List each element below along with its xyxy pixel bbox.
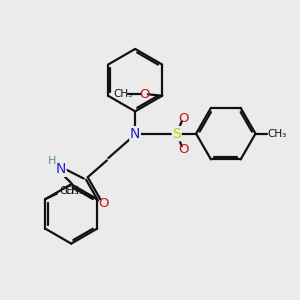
Text: N: N xyxy=(56,162,66,176)
Text: CH₃: CH₃ xyxy=(267,129,286,139)
Text: H: H xyxy=(48,156,57,166)
Text: O: O xyxy=(99,197,109,210)
Text: N: N xyxy=(130,127,140,141)
Text: CH₃: CH₃ xyxy=(113,89,132,99)
Text: CH₃: CH₃ xyxy=(59,186,79,196)
Text: O: O xyxy=(178,112,188,125)
Text: O: O xyxy=(139,88,150,101)
Text: CH₃: CH₃ xyxy=(64,186,83,196)
Text: O: O xyxy=(178,142,188,156)
Text: S: S xyxy=(172,127,181,141)
